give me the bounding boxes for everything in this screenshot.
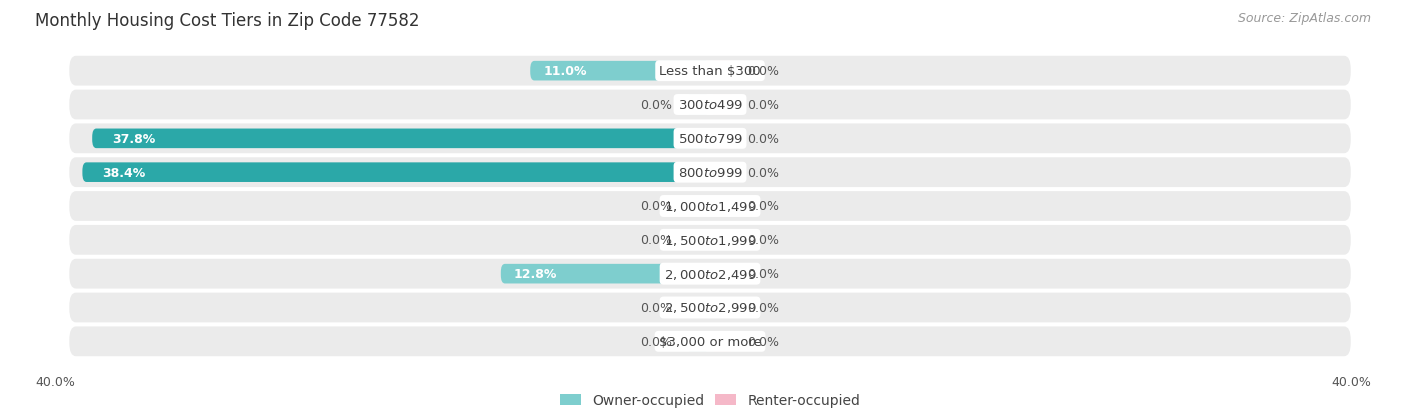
FancyBboxPatch shape (686, 298, 710, 318)
Text: $2,500 to $2,999: $2,500 to $2,999 (664, 301, 756, 315)
Text: 0.0%: 0.0% (748, 200, 779, 213)
Text: $1,000 to $1,499: $1,000 to $1,499 (664, 199, 756, 214)
FancyBboxPatch shape (69, 57, 1351, 86)
Text: 0.0%: 0.0% (748, 301, 779, 314)
Text: Source: ZipAtlas.com: Source: ZipAtlas.com (1237, 12, 1371, 25)
Text: 0.0%: 0.0% (641, 200, 672, 213)
Text: 37.8%: 37.8% (112, 133, 155, 145)
FancyBboxPatch shape (69, 259, 1351, 289)
Legend: Owner-occupied, Renter-occupied: Owner-occupied, Renter-occupied (554, 388, 866, 413)
Text: $500 to $799: $500 to $799 (678, 133, 742, 145)
Text: 40.0%: 40.0% (1331, 375, 1371, 388)
Text: 0.0%: 0.0% (641, 301, 672, 314)
Text: 0.0%: 0.0% (748, 335, 779, 348)
Text: 0.0%: 0.0% (748, 166, 779, 179)
Text: $300 to $499: $300 to $499 (678, 99, 742, 112)
FancyBboxPatch shape (69, 225, 1351, 255)
FancyBboxPatch shape (83, 163, 710, 183)
Text: 0.0%: 0.0% (641, 335, 672, 348)
FancyBboxPatch shape (530, 62, 710, 81)
Text: 0.0%: 0.0% (641, 234, 672, 247)
FancyBboxPatch shape (501, 264, 710, 284)
Text: 0.0%: 0.0% (748, 65, 779, 78)
Text: 0.0%: 0.0% (641, 99, 672, 112)
Text: $800 to $999: $800 to $999 (678, 166, 742, 179)
FancyBboxPatch shape (686, 197, 710, 216)
FancyBboxPatch shape (69, 293, 1351, 323)
FancyBboxPatch shape (710, 95, 734, 115)
FancyBboxPatch shape (686, 95, 710, 115)
Text: Monthly Housing Cost Tiers in Zip Code 77582: Monthly Housing Cost Tiers in Zip Code 7… (35, 12, 419, 30)
Text: Less than $300: Less than $300 (659, 65, 761, 78)
FancyBboxPatch shape (710, 298, 734, 318)
FancyBboxPatch shape (710, 197, 734, 216)
Text: 0.0%: 0.0% (748, 133, 779, 145)
Text: 0.0%: 0.0% (748, 268, 779, 280)
FancyBboxPatch shape (710, 230, 734, 250)
FancyBboxPatch shape (69, 327, 1351, 356)
Text: 0.0%: 0.0% (748, 234, 779, 247)
FancyBboxPatch shape (710, 163, 734, 183)
FancyBboxPatch shape (69, 192, 1351, 221)
FancyBboxPatch shape (69, 124, 1351, 154)
Text: 11.0%: 11.0% (543, 65, 586, 78)
FancyBboxPatch shape (686, 332, 710, 351)
Text: 0.0%: 0.0% (748, 99, 779, 112)
FancyBboxPatch shape (710, 62, 734, 81)
FancyBboxPatch shape (93, 129, 710, 149)
FancyBboxPatch shape (710, 129, 734, 149)
Text: 40.0%: 40.0% (35, 375, 75, 388)
FancyBboxPatch shape (686, 230, 710, 250)
FancyBboxPatch shape (69, 158, 1351, 188)
FancyBboxPatch shape (710, 264, 734, 284)
FancyBboxPatch shape (710, 332, 734, 351)
Text: $3,000 or more: $3,000 or more (658, 335, 762, 348)
Text: 12.8%: 12.8% (515, 268, 557, 280)
FancyBboxPatch shape (69, 90, 1351, 120)
Text: 38.4%: 38.4% (103, 166, 145, 179)
Text: $1,500 to $1,999: $1,500 to $1,999 (664, 233, 756, 247)
Text: $2,000 to $2,499: $2,000 to $2,499 (664, 267, 756, 281)
